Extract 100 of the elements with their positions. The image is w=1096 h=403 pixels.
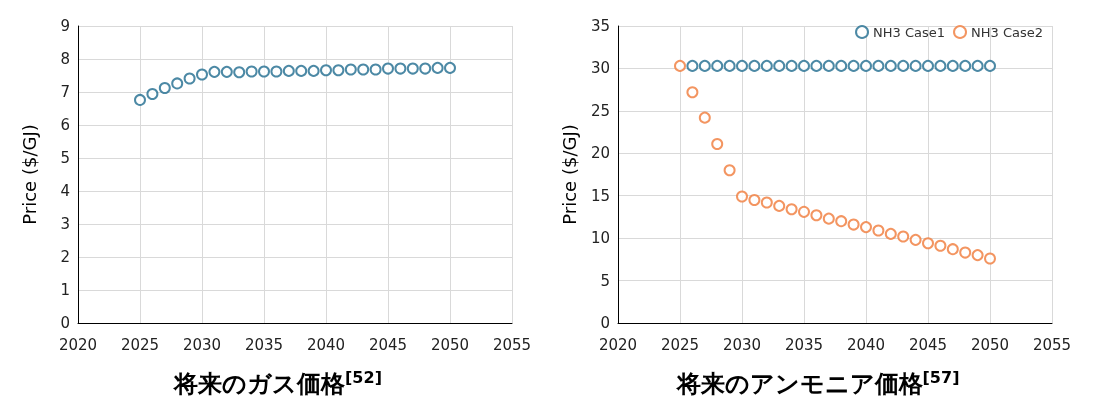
point <box>233 66 246 79</box>
point <box>711 59 724 72</box>
point <box>798 59 810 72</box>
point <box>959 59 972 72</box>
point <box>419 62 432 75</box>
x-tick-label: 2040 <box>846 335 886 354</box>
point <box>909 59 922 72</box>
point <box>760 196 773 209</box>
point <box>295 64 308 77</box>
point <box>307 64 320 77</box>
y-tick-label: 5 <box>600 271 610 290</box>
point <box>934 239 947 252</box>
x-tick-label: 2055 <box>492 335 532 354</box>
point <box>686 59 699 72</box>
point <box>909 233 922 246</box>
point <box>785 59 798 72</box>
y-tick-label: 5 <box>60 149 70 167</box>
point <box>959 246 972 259</box>
point <box>946 59 959 72</box>
point <box>282 64 295 77</box>
point <box>320 64 332 77</box>
y-tick-label: 7 <box>60 83 70 101</box>
point <box>922 59 934 72</box>
point <box>208 65 221 78</box>
point <box>674 59 686 72</box>
y-axis-title: Price ($/GJ) <box>558 124 580 225</box>
point <box>922 237 934 250</box>
y-tick-label: 6 <box>60 116 70 134</box>
point <box>723 59 736 72</box>
point <box>872 59 885 72</box>
point <box>698 59 711 72</box>
point <box>860 221 872 234</box>
point <box>220 65 233 78</box>
point <box>984 252 996 265</box>
y-axis-title: Price ($/GJ) <box>18 124 40 225</box>
x-tick-label: 2035 <box>244 335 284 354</box>
x-tick-label: 2020 <box>58 335 98 354</box>
point <box>357 63 370 76</box>
point <box>394 62 407 75</box>
point <box>332 64 345 77</box>
point <box>146 87 159 100</box>
point <box>270 65 283 78</box>
y-tick-label: 2 <box>60 248 70 266</box>
y-tick-label: 0 <box>60 314 70 332</box>
point <box>134 93 146 106</box>
point <box>444 61 456 74</box>
point <box>835 59 848 72</box>
y-tick-label: 8 <box>60 50 70 68</box>
x-tick-label: 2050 <box>430 335 470 354</box>
point <box>711 137 724 150</box>
point <box>798 205 810 218</box>
point <box>897 59 910 72</box>
point <box>847 59 860 72</box>
y-tick-label: 4 <box>60 182 70 200</box>
y-tick-label: 0 <box>600 314 610 332</box>
point <box>748 193 761 206</box>
y-tick-label: 30 <box>590 59 610 78</box>
y-tick-label: 15 <box>590 186 610 205</box>
legend-label: NH3 Case1 <box>873 24 946 40</box>
x-tick-label: 2025 <box>120 335 160 354</box>
point <box>934 59 947 72</box>
point <box>822 59 835 72</box>
point <box>946 243 959 256</box>
x-tick-label: 2045 <box>908 335 948 354</box>
point <box>736 190 748 203</box>
point <box>723 164 736 177</box>
point <box>971 59 984 72</box>
x-tick-label: 2020 <box>598 335 638 354</box>
point <box>785 203 798 216</box>
point <box>860 59 872 72</box>
point <box>245 65 258 78</box>
legend-label: NH3 Case2 <box>971 24 1044 40</box>
point <box>773 59 786 72</box>
y-tick-label: 25 <box>590 101 610 120</box>
point <box>196 68 208 81</box>
point <box>158 82 171 95</box>
point <box>344 63 357 76</box>
point <box>748 59 761 72</box>
point <box>760 59 773 72</box>
point <box>773 199 786 212</box>
point <box>382 62 394 75</box>
y-tick-label: 10 <box>590 229 610 248</box>
point <box>258 65 270 78</box>
x-tick-label: 2035 <box>784 335 824 354</box>
point <box>171 77 184 90</box>
y-tick-label: 20 <box>590 144 610 163</box>
y-tick-label: 3 <box>60 215 70 233</box>
point <box>369 63 382 76</box>
point <box>984 59 996 72</box>
x-tick-label: 2030 <box>722 335 762 354</box>
point <box>736 59 748 72</box>
x-tick-label: 2030 <box>182 335 222 354</box>
point <box>822 212 835 225</box>
y-tick-label: 9 <box>60 17 70 35</box>
point <box>686 86 699 99</box>
point <box>835 215 848 228</box>
point <box>183 72 196 85</box>
point <box>884 227 897 240</box>
x-tick-label: 2055 <box>1032 335 1072 354</box>
point <box>897 230 910 243</box>
